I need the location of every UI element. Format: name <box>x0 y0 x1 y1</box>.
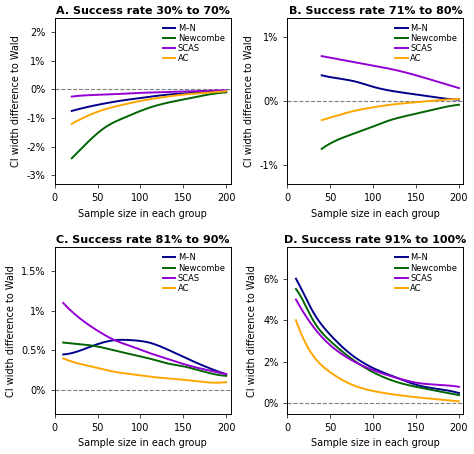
X-axis label: Sample size in each group: Sample size in each group <box>78 439 207 449</box>
Legend: M–N, Newcombe, SCAS, AC: M–N, Newcombe, SCAS, AC <box>394 252 459 295</box>
X-axis label: Sample size in each group: Sample size in each group <box>311 209 440 219</box>
Title: B. Success rate 71% to 80%: B. Success rate 71% to 80% <box>289 5 462 15</box>
Title: C. Success rate 81% to 90%: C. Success rate 81% to 90% <box>56 235 229 245</box>
X-axis label: Sample size in each group: Sample size in each group <box>78 209 207 219</box>
Legend: M–N, Newcombe, SCAS, AC: M–N, Newcombe, SCAS, AC <box>161 22 227 65</box>
Legend: M–N, Newcombe, SCAS, AC: M–N, Newcombe, SCAS, AC <box>161 252 227 295</box>
Title: D. Success rate 91% to 100%: D. Success rate 91% to 100% <box>284 235 466 245</box>
Y-axis label: CI width difference to Wald: CI width difference to Wald <box>6 265 16 396</box>
Y-axis label: CI width difference to Wald: CI width difference to Wald <box>11 35 21 167</box>
Y-axis label: CI width difference to Wald: CI width difference to Wald <box>247 265 257 396</box>
Title: A. Success rate 30% to 70%: A. Success rate 30% to 70% <box>55 5 229 15</box>
Y-axis label: CI width difference to Wald: CI width difference to Wald <box>244 35 254 167</box>
Legend: M–N, Newcombe, SCAS, AC: M–N, Newcombe, SCAS, AC <box>394 22 459 65</box>
X-axis label: Sample size in each group: Sample size in each group <box>311 439 440 449</box>
